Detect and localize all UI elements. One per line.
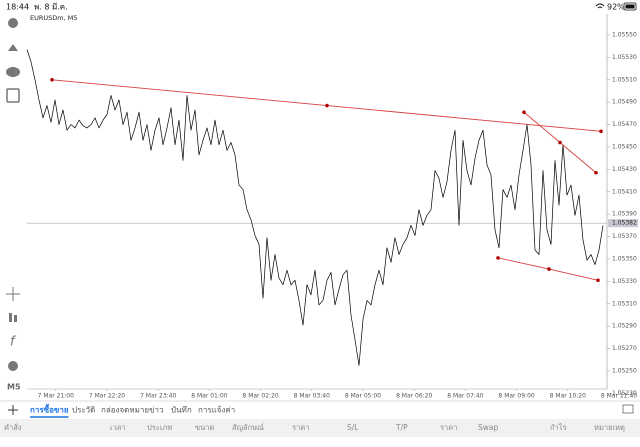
new-order-icon[interactable] — [6, 88, 20, 103]
y-tick-label: 1.05290 — [612, 323, 637, 330]
y-tick-label: 1.05450 — [612, 143, 637, 150]
trend-anchor[interactable] — [547, 267, 551, 271]
panel-toggle[interactable] — [622, 404, 634, 414]
column-headers: คำสั่ง เวลา ประเภท ขนาด สัญลักษณ์ ราคา S/L T/P ร… — [4, 422, 625, 432]
column-header-row — [0, 419, 640, 437]
y-tick-label: 1.05550 — [612, 31, 637, 38]
tab[interactable]: บันทึก — [171, 406, 192, 415]
trend-anchor[interactable] — [496, 256, 500, 260]
status-bar — [0, 0, 640, 14]
column-header[interactable]: คำสั่ง — [4, 422, 22, 432]
y-tick-label: 1.05370 — [612, 233, 637, 240]
column-header[interactable]: Swap — [478, 423, 498, 432]
y-tick-label: 1.05330 — [612, 278, 637, 285]
account-icon[interactable] — [8, 18, 18, 28]
current-price-box — [608, 219, 638, 228]
x-tick-label: 8 Mar 07:40 — [447, 393, 483, 400]
trade-icon[interactable] — [8, 44, 18, 51]
battery-icon — [623, 2, 637, 11]
y-tick-label: 1.05230 — [612, 390, 637, 397]
trend-anchor[interactable] — [50, 77, 54, 82]
tab[interactable]: การซื้อขาย — [30, 404, 69, 415]
trend-anchor[interactable] — [325, 103, 329, 108]
x-tick-label: 7 Mar 21:00 — [38, 393, 74, 400]
column-header[interactable]: กำไร — [550, 423, 567, 432]
y-tick-label: 1.05250 — [612, 367, 637, 374]
x-tick-label: 7 Mar 22:20 — [89, 393, 125, 400]
y-tick-label: 1.05530 — [612, 54, 637, 61]
crosshair-icon[interactable] — [6, 287, 20, 301]
tab[interactable]: กล่องจดหมาย — [101, 406, 149, 415]
battery-level: 92% — [607, 3, 625, 12]
sidebar: f M5 — [6, 18, 21, 392]
column-header[interactable]: เวลา — [110, 423, 126, 432]
chat-icon[interactable] — [6, 67, 20, 77]
objects-icon[interactable] — [8, 361, 18, 371]
timeframe-button[interactable]: M5 — [7, 383, 21, 392]
y-tick-label: 1.05410 — [612, 188, 637, 195]
add-tab-button[interactable] — [8, 405, 18, 415]
x-tick-label: 8 Mar 09:00 — [498, 393, 534, 400]
trend-anchor[interactable] — [599, 129, 603, 134]
y-tick-label: 1.05310 — [612, 300, 637, 307]
y-tick-label: 1.05390 — [612, 211, 637, 218]
y-tick-label: 1.05270 — [612, 345, 637, 352]
tab[interactable]: ข่าว — [149, 406, 163, 415]
x-tick-label: 7 Mar 23:40 — [140, 393, 176, 400]
x-tick-label: 8 Mar 01:00 — [191, 393, 227, 400]
column-header[interactable]: ขนาด — [195, 423, 214, 432]
status-date: พ. 8 มี.ค. — [34, 3, 68, 12]
column-header[interactable]: หมายเหตุ — [594, 423, 625, 432]
wifi-icon — [595, 3, 605, 9]
x-tick-label: 8 Mar 10:20 — [550, 393, 586, 400]
trend-anchor[interactable] — [558, 140, 562, 145]
column-header[interactable]: ราคา — [292, 423, 309, 432]
chart-type-icon-2[interactable] — [14, 315, 17, 322]
chart-title: EURUSDm, M5 — [30, 14, 77, 22]
price-line — [26, 49, 604, 366]
trend-anchor[interactable] — [522, 110, 526, 115]
trend-anchor[interactable] — [596, 278, 600, 283]
x-tick-label: 8 Mar 06:20 — [396, 393, 432, 400]
x-tick-label: 8 Mar 03:40 — [294, 393, 330, 400]
y-tick-label: 1.05430 — [612, 166, 637, 173]
battery-fill — [625, 4, 635, 9]
column-header[interactable]: ราคา — [440, 423, 457, 432]
indicator-icon[interactable]: f — [10, 335, 17, 350]
status-time: 18:44 — [6, 3, 29, 12]
x-tick-label: 8 Mar 02:20 — [242, 393, 278, 400]
column-header[interactable]: S/L — [347, 423, 359, 432]
tab[interactable]: ประวัติ — [72, 406, 95, 415]
trend-anchor[interactable] — [594, 170, 598, 175]
chart-type-icon[interactable] — [9, 313, 12, 322]
current-price-label: 1.05382 — [612, 220, 637, 227]
x-tick-label: 8 Mar 05:00 — [345, 393, 381, 400]
y-tick-label: 1.05490 — [612, 99, 637, 106]
tab-bar: การซื้อขาย ประวัติ กล่องจดหมาย ข่าว บันทึก กา… — [30, 404, 235, 418]
x-tick-label: 8 Mar 11:40 — [601, 393, 637, 400]
column-header[interactable]: T/P — [395, 423, 408, 432]
y-tick-label: 1.05350 — [612, 255, 637, 262]
column-header[interactable]: ประเภท — [147, 423, 172, 432]
column-header[interactable]: สัญลักษณ์ — [232, 423, 264, 432]
tab[interactable]: การแจ้งค่า — [198, 406, 235, 415]
chart: EURUSDm, M5 1.05550 1.05530 1.05510 1.05490… — [26, 14, 638, 400]
y-tick-label: 1.05470 — [612, 121, 637, 128]
y-tick-label: 1.05510 — [612, 76, 637, 83]
